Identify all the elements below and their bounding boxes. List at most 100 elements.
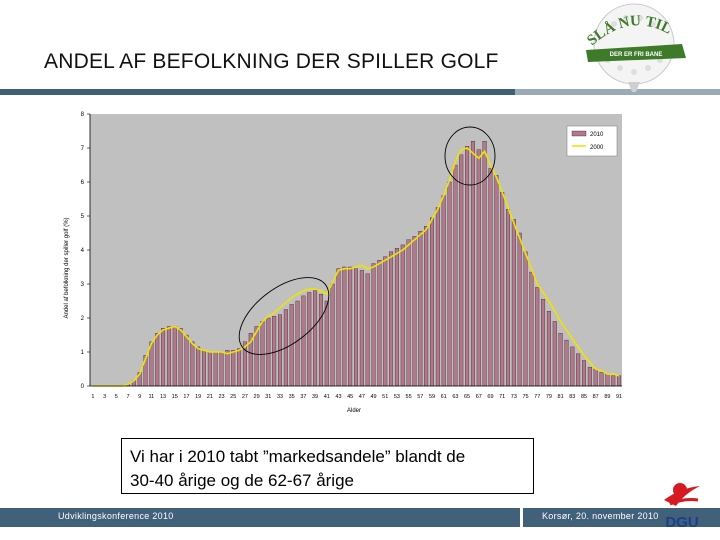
bar-2010 — [219, 351, 224, 387]
bar-2010 — [418, 231, 423, 387]
bar-2010 — [383, 256, 388, 387]
bar-2010 — [552, 321, 557, 387]
x-tick-label: 79 — [546, 394, 552, 400]
bar-2010 — [500, 192, 505, 387]
x-tick-label: 87 — [593, 394, 599, 400]
legend-label-2000: 2000 — [590, 145, 604, 151]
logo-banner-text: DER ER FRI BANE — [610, 52, 663, 58]
bar-2010 — [605, 373, 610, 387]
bar-2010 — [254, 326, 259, 387]
x-tick-label: 1 — [91, 394, 94, 400]
x-axis-label: Alder — [347, 408, 361, 414]
bar-2010 — [377, 260, 382, 387]
y-tick-label: 3 — [81, 282, 85, 288]
footer-date: Korsør, 20. november 2010 — [542, 511, 659, 521]
bar-2010 — [354, 268, 358, 387]
annotation-ellipse-30-40 — [238, 277, 330, 355]
slide-title: ANDEL AF BEFOLKNING DER SPILLER GOLF — [44, 50, 499, 73]
bar-2010 — [617, 375, 622, 387]
x-tick-label: 43 — [335, 394, 341, 400]
bar-2010 — [318, 294, 323, 387]
bar-2010 — [488, 168, 493, 387]
bar-2010 — [511, 219, 516, 387]
bar-2010 — [260, 321, 265, 387]
x-tick-label: 51 — [382, 394, 388, 400]
x-tick-label: 35 — [289, 394, 295, 400]
bar-2010 — [465, 146, 470, 387]
bar-2010 — [424, 226, 429, 387]
x-tick-label: 23 — [218, 394, 224, 400]
bar-2010 — [359, 270, 364, 387]
bar-2010 — [161, 328, 166, 387]
y-tick-label: 6 — [81, 180, 85, 186]
x-tick-label: 11 — [149, 394, 155, 400]
x-tick-label: 61 — [441, 394, 447, 400]
x-tick-label: 21 — [207, 394, 213, 400]
bar-2010 — [272, 316, 277, 387]
bar-2010 — [582, 360, 586, 387]
x-tick-label: 25 — [230, 394, 236, 400]
title-divider — [0, 89, 720, 95]
x-tick-label: 73 — [511, 394, 517, 400]
bar-2010 — [406, 239, 411, 387]
x-tick-label: 89 — [604, 394, 610, 400]
bar-2010 — [213, 351, 218, 387]
bar-2010 — [330, 283, 335, 387]
bar-2010 — [336, 268, 341, 387]
x-tick-label: 59 — [429, 394, 435, 400]
footer-divider — [520, 508, 523, 527]
bar-2010 — [207, 351, 212, 387]
x-tick-label: 83 — [569, 394, 575, 400]
legend-swatch-2010 — [571, 130, 587, 137]
bar-2010 — [599, 372, 604, 387]
bar-2010 — [412, 236, 417, 387]
x-tick-label: 71 — [499, 394, 505, 400]
y-tick-label: 4 — [81, 248, 85, 254]
bar-2010 — [196, 346, 201, 387]
y-axis-label: Andel af befolkning der spiller golf (%) — [64, 217, 70, 318]
bar-2010 — [266, 317, 271, 387]
x-tick-label: 53 — [394, 394, 400, 400]
x-tick-label: 77 — [534, 394, 540, 400]
y-tick-label: 7 — [81, 146, 85, 152]
bar-2010 — [295, 300, 300, 387]
callout-line-1: Vi har i 2010 tabt ”markedsandele” bland… — [130, 447, 466, 466]
bar-2010 — [324, 300, 329, 387]
x-tick-label: 39 — [312, 394, 318, 400]
bar-2010 — [564, 339, 569, 387]
bar-2010 — [476, 149, 481, 387]
x-tick-label: 85 — [581, 394, 587, 400]
bar-2010 — [184, 334, 189, 387]
x-tick-label: 63 — [452, 394, 458, 400]
x-tick-label: 37 — [300, 394, 306, 400]
bar-2010 — [546, 311, 551, 387]
dgu-logo-icon: DGU — [664, 483, 700, 531]
x-tick-label: 91 — [616, 394, 622, 400]
bar-2010 — [348, 266, 353, 387]
x-tick-label: 75 — [522, 394, 528, 400]
x-tick-label: 69 — [487, 394, 493, 400]
x-tick-label: 49 — [370, 394, 376, 400]
y-tick-label: 2 — [81, 316, 85, 322]
x-tick-label: 9 — [138, 394, 141, 400]
logo-banner — [586, 44, 686, 62]
x-tick-label: 41 — [324, 394, 330, 400]
bar-2010 — [535, 287, 540, 387]
x-tick-label: 81 — [558, 394, 564, 400]
bar-2010 — [435, 207, 440, 387]
title-divider-light — [515, 89, 720, 95]
bar-2010 — [225, 350, 230, 387]
x-tick-label: 15 — [172, 394, 178, 400]
x-tick-label: 57 — [417, 394, 423, 400]
bar-2010 — [587, 367, 592, 387]
bar-2010 — [541, 299, 546, 387]
bar-2010 — [494, 175, 499, 387]
footer-bar — [0, 508, 720, 527]
bar-2010 — [178, 328, 183, 387]
bar-2010 — [166, 326, 171, 387]
y-tick-label: 0 — [81, 384, 85, 390]
bar-2010 — [517, 232, 522, 387]
annotation-ellipse-62-67 — [444, 126, 496, 186]
x-tick-label: 55 — [406, 394, 412, 400]
x-tick-label: 29 — [254, 394, 260, 400]
